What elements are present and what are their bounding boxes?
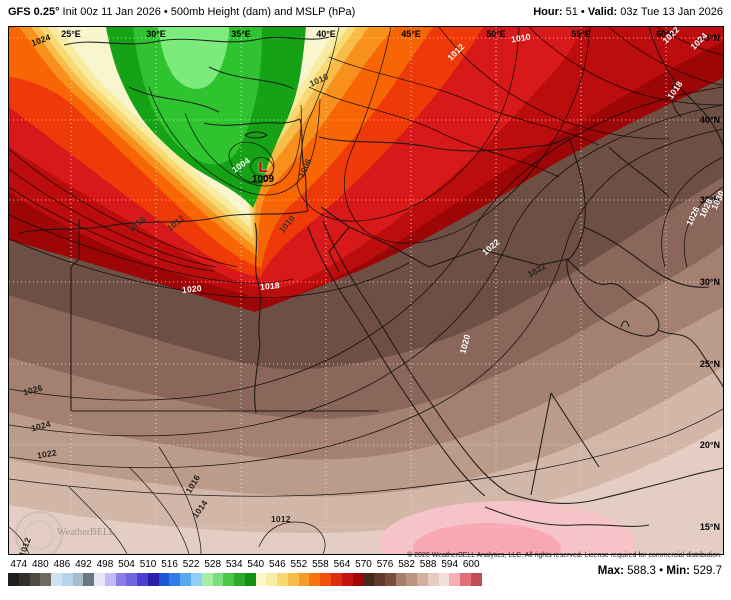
colorbar-segment [180, 573, 192, 586]
max-min-readout: Max: 588.3 • Min: 529.7 [598, 565, 722, 577]
colorbar-segment [460, 573, 471, 586]
colorbar-tick-label: 534 [225, 559, 243, 570]
colorbar-segment [277, 573, 288, 586]
colorbar-segment [352, 573, 364, 586]
colorbar-segment [147, 573, 159, 586]
max-label: Max: [597, 565, 624, 577]
colorbar-segment [51, 573, 62, 586]
colorbar-tick-label: 600 [462, 559, 480, 570]
colorbar-tick-label: 582 [398, 559, 415, 570]
colorbar-segment [191, 573, 202, 586]
colorbar-segment [255, 573, 267, 586]
maxmin-bullet: • [659, 565, 664, 577]
colorbar-tick-label: 558 [312, 559, 329, 570]
colorbar-segment [330, 573, 342, 586]
min-value: 529.7 [693, 565, 722, 577]
colorbar-tick-label: 480 [31, 559, 49, 570]
product-title: GFS 0.25° Init 00z 11 Jan 2026 • 500mb H… [8, 6, 355, 18]
colorbar-segment [244, 573, 256, 586]
valid-value: 03z Tue 13 Jan 2026 [620, 6, 723, 18]
colorbar-segment [61, 573, 73, 586]
colorbar-tick-label: 510 [139, 559, 157, 570]
colorbar-tick-label: 540 [247, 559, 265, 570]
colorbar-segment [8, 573, 19, 586]
colorbar-segment [427, 573, 439, 586]
colorbar-segment [298, 573, 310, 586]
colorbar [8, 573, 482, 586]
max-value: 588.3 [627, 565, 656, 577]
header-bar: GFS 0.25° Init 00z 11 Jan 2026 • 500mb H… [0, 0, 731, 25]
colorbar-segment [341, 573, 353, 586]
colorbar-tick-label: 522 [182, 559, 200, 570]
colorbar-tick-label: 576 [376, 559, 394, 570]
colorbar-segment [320, 573, 331, 586]
colorbar-tick-label: 594 [441, 559, 459, 570]
colorbar-segment [158, 573, 170, 586]
colorbar-segment [363, 573, 375, 586]
colorbar-tick-labels: 474 480 486 492 498 504 510 516 522 528 534 540 546 5… [8, 559, 482, 571]
colorbar-segment [29, 573, 41, 586]
colorbar-segment [126, 573, 138, 586]
header-bullet: • [580, 6, 585, 18]
colorbar-segment [83, 573, 95, 586]
valid-label: Valid: [587, 6, 618, 18]
hour-label: Hour: [533, 6, 563, 18]
colorbar-segment [223, 573, 235, 586]
colorbar-segment [104, 573, 116, 586]
copyright-text: © 2026 WeatherBELL Analytics, LLC. All r… [407, 552, 722, 559]
colorbar-segment [438, 573, 450, 586]
colorbar-tick-label: 492 [75, 559, 92, 570]
colorbar-segment [169, 573, 181, 586]
colorbar-segment [287, 573, 299, 586]
colorbar-tick-label: 564 [333, 559, 351, 570]
min-label: Min: [666, 565, 691, 577]
colorbar-tick-label: 546 [268, 559, 286, 570]
colorbar-tick-label: 486 [53, 559, 71, 570]
colorbar-segment [137, 573, 148, 586]
colorbar-segment [384, 573, 396, 586]
colorbar-segment [40, 573, 52, 586]
colorbar-segment [94, 573, 105, 586]
colorbar-segment [72, 573, 84, 586]
init-time: Init 00z 11 Jan 2026 [62, 6, 161, 18]
title-bullet: • [163, 6, 168, 18]
valid-time-block: Hour: 51 • Valid: 03z Tue 13 Jan 2026 [533, 6, 723, 18]
colorbar-tick-label: 588 [419, 559, 437, 570]
colorbar-segment [201, 573, 213, 586]
colorbar-segment [374, 573, 385, 586]
colorbar-tick-label: 570 [355, 559, 372, 570]
colorbar-segment [417, 573, 428, 586]
colorbar-segment [115, 573, 127, 586]
product-name: 500mb Height (dam) and MSLP (hPa) [170, 6, 356, 18]
colorbar-tick-label: 528 [204, 559, 222, 570]
model-name: GFS 0.25° [8, 6, 60, 18]
colorbar-segment [266, 573, 278, 586]
colorbar-segment [234, 573, 245, 586]
colorbar-segment [18, 573, 30, 586]
map-area: 25°E 30°E 35°E 40°E 45°E 50°E 55°E 60°E 45°N 40°… [8, 26, 724, 555]
colorbar-tick-label: 516 [161, 559, 178, 570]
colorbar-segment [406, 573, 418, 586]
map-graphic [9, 27, 723, 554]
colorbar-segment [470, 573, 482, 586]
colorbar-tick-label: 504 [118, 559, 135, 570]
hour-value: 51 [565, 6, 578, 18]
colorbar-tick-label: 498 [96, 559, 114, 570]
colorbar-segment [395, 573, 407, 586]
colorbar-segment [309, 573, 321, 586]
colorbar-tick-label: 552 [290, 559, 308, 570]
colorbar-segment [449, 573, 461, 586]
colorbar-tick-label: 474 [10, 559, 28, 570]
colorbar-segment [212, 573, 224, 586]
